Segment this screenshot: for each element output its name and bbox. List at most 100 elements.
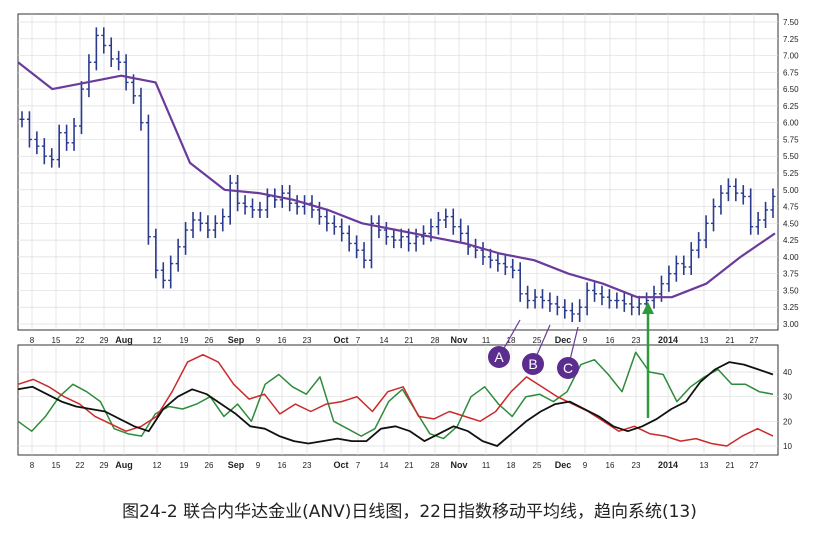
x-tick-label: 23: [632, 461, 641, 470]
x-tick-label: 9: [256, 336, 261, 345]
annotation-badge: [557, 357, 579, 379]
price-bar: [510, 258, 516, 279]
price-bar: [153, 228, 159, 279]
price-bar: [160, 262, 166, 289]
figure-caption: 图24-2 联合内华达金业(ANV)日线图，22日指数移动平均线，趋向系统(13…: [122, 502, 697, 522]
x-tick-label: 19: [180, 336, 189, 345]
price-bar: [629, 295, 635, 316]
y-tick-label: 3.25: [783, 303, 799, 312]
x-tick-label: 18: [507, 336, 516, 345]
y-tick-label: 20: [783, 417, 792, 426]
x-tick-label: 9: [583, 461, 588, 470]
price-bar: [599, 285, 605, 306]
x-tick-label: 13: [700, 336, 709, 345]
price-bar: [614, 292, 620, 309]
price-bar: [703, 215, 709, 249]
price-bar: [93, 27, 99, 71]
price-bar: [740, 185, 746, 205]
price-bar: [487, 248, 493, 269]
y-tick-label: 4.75: [783, 203, 799, 212]
x-tick-label: 9: [583, 336, 588, 345]
price-bar: [525, 285, 531, 309]
price-bar: [145, 114, 151, 245]
x-tick-label: 25: [533, 461, 542, 470]
annotation-c: C: [557, 326, 579, 379]
x-tick-label: 21: [405, 461, 414, 470]
x-tick-label: 16: [278, 461, 287, 470]
price-bar: [212, 215, 218, 239]
annotation-b: B: [522, 324, 551, 375]
x-tick-label: 27: [750, 461, 759, 470]
y-tick-label: 4.50: [783, 219, 799, 228]
x-tick-label: Oct: [333, 335, 348, 345]
x-tick-label: 2014: [658, 335, 678, 345]
price-bar: [443, 208, 449, 229]
price-bar: [547, 292, 553, 312]
price-bar: [480, 242, 486, 265]
x-tick-label: 21: [726, 461, 735, 470]
x-tick-label: 13: [700, 461, 709, 470]
y-tick-label: 5.00: [783, 186, 799, 195]
y-tick-label: 5.75: [783, 135, 799, 144]
x-tick-label: 21: [726, 336, 735, 345]
price-bar: [718, 185, 724, 215]
price-bar: [554, 295, 560, 316]
x-tick-label: Aug: [115, 335, 133, 345]
price-bar: [324, 208, 330, 232]
y-tick-label: 3.50: [783, 286, 799, 295]
signal-arrow-head: [642, 302, 654, 314]
price-bar: [131, 74, 137, 104]
y-tick-label: 5.25: [783, 169, 799, 178]
y-tick-label: 3.00: [783, 320, 799, 329]
x-tick-label: 11: [482, 336, 491, 345]
price-bar: [711, 198, 717, 232]
y-tick-label: 7.00: [783, 52, 799, 61]
annotation-badge: [488, 346, 510, 368]
y-tick-label: 4.25: [783, 236, 799, 245]
x-tick-label: 28: [431, 336, 440, 345]
price-bar: [673, 255, 679, 282]
price-bar: [681, 255, 687, 276]
price-bar: [517, 262, 523, 302]
price-bar: [346, 225, 352, 252]
price-bar: [562, 299, 568, 319]
minus-di-line: [17, 353, 774, 447]
price-bar: [26, 111, 32, 148]
x-tick-label: 27: [750, 336, 759, 345]
x-tick-label: 18: [507, 461, 516, 470]
price-bar: [264, 188, 270, 218]
price-bar: [688, 242, 694, 276]
annotation-label: A: [494, 349, 504, 365]
price-bar: [175, 238, 181, 272]
price-bar: [770, 188, 776, 218]
price-bar: [71, 117, 77, 151]
price-bar: [294, 195, 300, 215]
x-tick-label: 29: [100, 461, 109, 470]
price-bar: [539, 289, 545, 309]
price-bar: [78, 81, 84, 135]
x-tick-label: 25: [533, 336, 542, 345]
price-bar: [696, 232, 702, 259]
x-tick-label: 8: [30, 336, 35, 345]
price-bar: [242, 195, 248, 215]
signal-arrow: [642, 302, 654, 418]
indicator-panel: 10 20 30 40 8 15 22 29 Aug 12 19 26 Sep 9 16 23 Oct 7 14 21…: [17, 344, 792, 470]
x-tick-label: 16: [278, 336, 287, 345]
price-bar: [666, 265, 672, 292]
price-bar: [34, 131, 40, 155]
price-bar: [123, 54, 129, 91]
y-tick-label: 6.00: [783, 119, 799, 128]
x-tick-label: Nov: [450, 335, 467, 345]
price-bar: [450, 208, 456, 235]
x-tick-label: 9: [256, 461, 261, 470]
x-tick-label: 22: [76, 461, 85, 470]
price-bar: [41, 138, 47, 165]
x-tick-label: 26: [205, 461, 214, 470]
price-bar: [592, 282, 598, 302]
price-bar: [331, 215, 337, 235]
x-tick-label: 26: [205, 336, 214, 345]
price-bar: [86, 54, 92, 98]
x-tick-label: 23: [303, 461, 312, 470]
x-tick-label: 7: [356, 461, 361, 470]
price-bar: [101, 27, 107, 54]
